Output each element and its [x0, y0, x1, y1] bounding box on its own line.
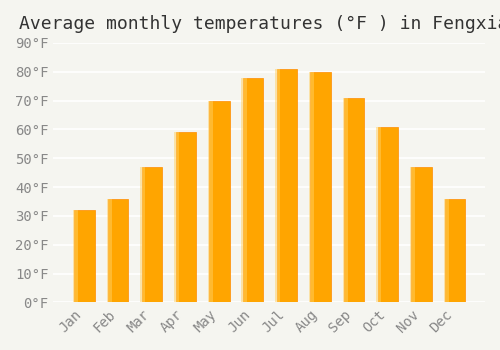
Bar: [310, 72, 330, 302]
Bar: [74, 210, 94, 302]
Bar: [444, 199, 448, 302]
Bar: [376, 127, 382, 302]
Bar: [309, 72, 314, 302]
Bar: [342, 98, 347, 302]
Bar: [242, 77, 246, 302]
Title: Average monthly temperatures (°F ) in Fengxian: Average monthly temperatures (°F ) in Fe…: [19, 15, 500, 33]
Bar: [276, 69, 297, 302]
Bar: [412, 167, 432, 302]
Bar: [73, 210, 78, 302]
Bar: [108, 199, 128, 302]
Bar: [174, 132, 179, 302]
Bar: [243, 77, 263, 302]
Bar: [378, 127, 398, 302]
Bar: [208, 100, 213, 302]
Bar: [106, 199, 112, 302]
Bar: [410, 167, 415, 302]
Bar: [210, 100, 230, 302]
Bar: [275, 69, 280, 302]
Bar: [142, 167, 162, 302]
Bar: [176, 132, 196, 302]
Bar: [445, 199, 466, 302]
Bar: [140, 167, 145, 302]
Bar: [344, 98, 364, 302]
